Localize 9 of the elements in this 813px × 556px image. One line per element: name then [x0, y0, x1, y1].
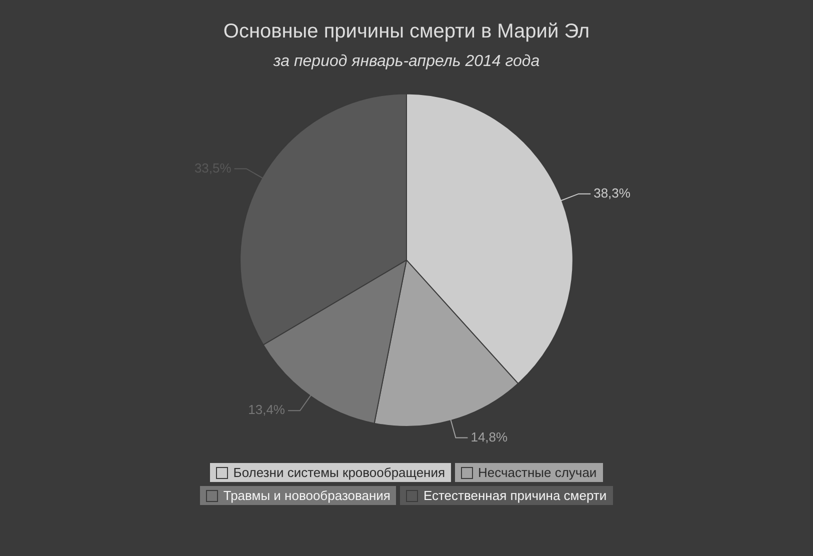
chart-title: Основные причины смерти в Марий Эл [223, 20, 590, 43]
data-label: 38,3% [594, 185, 631, 200]
legend-label: Болезни системы кровообращения [233, 465, 446, 480]
data-label: 14,8% [470, 429, 508, 444]
legend-label: Несчастные случаи [478, 465, 597, 480]
legend-label: Травмы и новообразования [223, 488, 390, 503]
legend-label: Естественная причина смерти [423, 488, 607, 503]
chart-subtitle: за период январь-апрель 2014 года [272, 53, 540, 70]
data-label: 13,4% [248, 402, 286, 418]
